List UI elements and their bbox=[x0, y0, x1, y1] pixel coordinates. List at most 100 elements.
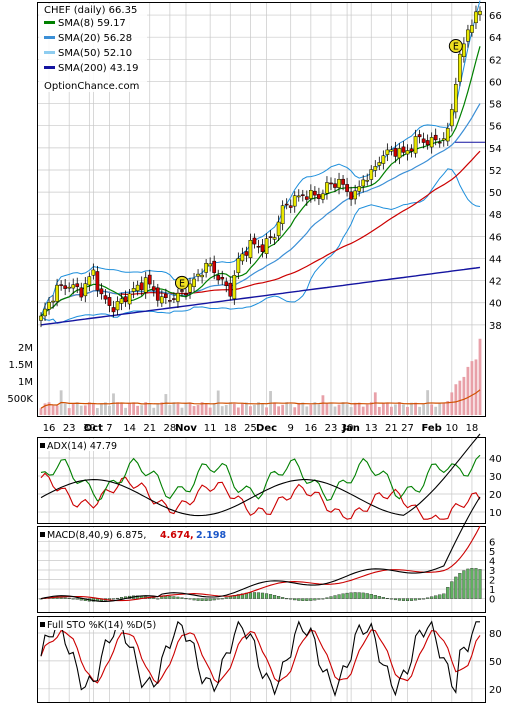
price-tick-label: 46 bbox=[489, 232, 502, 243]
earnings-marker-label: E bbox=[453, 42, 459, 53]
candle-body bbox=[147, 274, 152, 285]
candle-body bbox=[51, 300, 55, 303]
volume-bar bbox=[377, 406, 381, 415]
volume-bar bbox=[71, 403, 75, 415]
volume-average-line bbox=[40, 389, 481, 409]
macd-hist-bar bbox=[264, 593, 269, 599]
volume-bar bbox=[313, 402, 317, 415]
volume-bar bbox=[301, 402, 305, 415]
volume-bar bbox=[47, 402, 51, 415]
macd-hist-bar bbox=[293, 598, 297, 601]
sto-tick-label: 80 bbox=[489, 629, 502, 640]
volume-bar bbox=[418, 406, 421, 415]
macd-value-hist: 2.198 bbox=[196, 530, 226, 541]
candle-body bbox=[256, 245, 261, 248]
volume-bar bbox=[389, 406, 393, 415]
macd-hist-bar bbox=[289, 598, 293, 600]
date-tick-label: 10 bbox=[445, 423, 458, 434]
earnings-markers: EE bbox=[174, 39, 463, 290]
volume-bar bbox=[87, 402, 91, 415]
macd-hist-bar bbox=[196, 598, 200, 601]
volume-bar bbox=[144, 402, 148, 415]
volume-bar bbox=[329, 402, 333, 415]
candle-body bbox=[159, 296, 164, 304]
volume-bar bbox=[104, 402, 107, 415]
macd-hist-bar bbox=[438, 594, 442, 599]
candle-body bbox=[204, 262, 208, 273]
volume-bar bbox=[430, 404, 434, 415]
candle-body bbox=[188, 283, 192, 293]
candle-body bbox=[304, 196, 309, 200]
candle-body bbox=[449, 109, 454, 127]
watermark: OptionChance.com bbox=[44, 81, 139, 92]
macd-hist-bar bbox=[273, 595, 277, 599]
volume-bar bbox=[51, 405, 55, 415]
volume-bar bbox=[140, 405, 144, 415]
volume-bar bbox=[95, 407, 99, 415]
candle-body bbox=[357, 186, 362, 192]
macd-hist-bar bbox=[208, 598, 212, 601]
candle-body bbox=[143, 277, 148, 293]
legend-sma8: SMA(8) 59.17 bbox=[58, 18, 126, 29]
candle-body bbox=[75, 283, 80, 287]
volume-bar bbox=[43, 403, 47, 415]
volume-bar bbox=[345, 404, 349, 415]
macd-hist-bar bbox=[188, 598, 192, 600]
candle-body bbox=[397, 148, 402, 159]
volume-bar bbox=[257, 402, 260, 415]
macd-line bbox=[40, 496, 481, 602]
volume-bar bbox=[184, 403, 188, 415]
macd-hist-bar bbox=[321, 598, 325, 600]
candle-body bbox=[248, 240, 253, 259]
volume-bar bbox=[369, 402, 373, 415]
macd-hist-bar bbox=[120, 597, 124, 599]
macd-hist-bar bbox=[478, 569, 482, 599]
candle-body bbox=[168, 300, 172, 302]
volume-bar bbox=[212, 403, 216, 415]
candle-body bbox=[353, 190, 357, 200]
candle-body bbox=[208, 263, 213, 267]
volume-bar bbox=[261, 403, 264, 415]
date-tick-label: Dec bbox=[256, 423, 277, 434]
candle-body bbox=[216, 275, 221, 281]
volume-bar bbox=[273, 402, 276, 415]
macd-hist-bar bbox=[176, 596, 180, 599]
macd-hist-bar bbox=[353, 592, 357, 599]
candle-body bbox=[139, 282, 144, 291]
sto-tick-label: 20 bbox=[489, 685, 502, 696]
volume-bar bbox=[438, 402, 442, 415]
volume-bar bbox=[317, 404, 321, 415]
volume-bar bbox=[176, 403, 180, 415]
adx-line bbox=[40, 433, 481, 517]
indicator-lines bbox=[40, 0, 485, 326]
macd-hist-bar bbox=[168, 596, 172, 599]
date-tick-label: 9 bbox=[288, 423, 294, 434]
macd-hist-bar bbox=[71, 598, 75, 600]
date-tick-label: 30 bbox=[341, 423, 354, 434]
date-tick-label: 11 bbox=[204, 423, 217, 434]
adx-label: ADX(14) 47.79 bbox=[47, 441, 117, 452]
volume-bar bbox=[180, 407, 184, 415]
macd-tick-label: 6 bbox=[489, 537, 495, 548]
volume-bar bbox=[341, 402, 345, 415]
volume-bar bbox=[462, 376, 466, 415]
sto-d-line bbox=[40, 629, 481, 685]
macd-label: MACD(8,40,9) 6.875, bbox=[47, 530, 146, 541]
volume-bar bbox=[75, 402, 79, 415]
macd-hist-bar bbox=[200, 598, 204, 601]
candle-body bbox=[478, 10, 482, 15]
candle-body bbox=[95, 271, 100, 291]
adx-tick-label: 10 bbox=[489, 508, 502, 519]
volume-bar bbox=[120, 403, 123, 415]
macd-hist-bar bbox=[63, 597, 67, 599]
macd-hist-bar bbox=[192, 598, 196, 601]
volume-bar bbox=[55, 405, 59, 415]
candle-body bbox=[212, 260, 217, 273]
volume-bar bbox=[474, 359, 478, 415]
adx-tick-label: 40 bbox=[489, 454, 502, 465]
volume-bar bbox=[434, 406, 438, 415]
macd-hist-bar bbox=[349, 592, 353, 599]
macd-tick-label: 4 bbox=[489, 556, 495, 567]
macd-hist-bar bbox=[454, 576, 458, 599]
sma200-line bbox=[40, 266, 481, 326]
